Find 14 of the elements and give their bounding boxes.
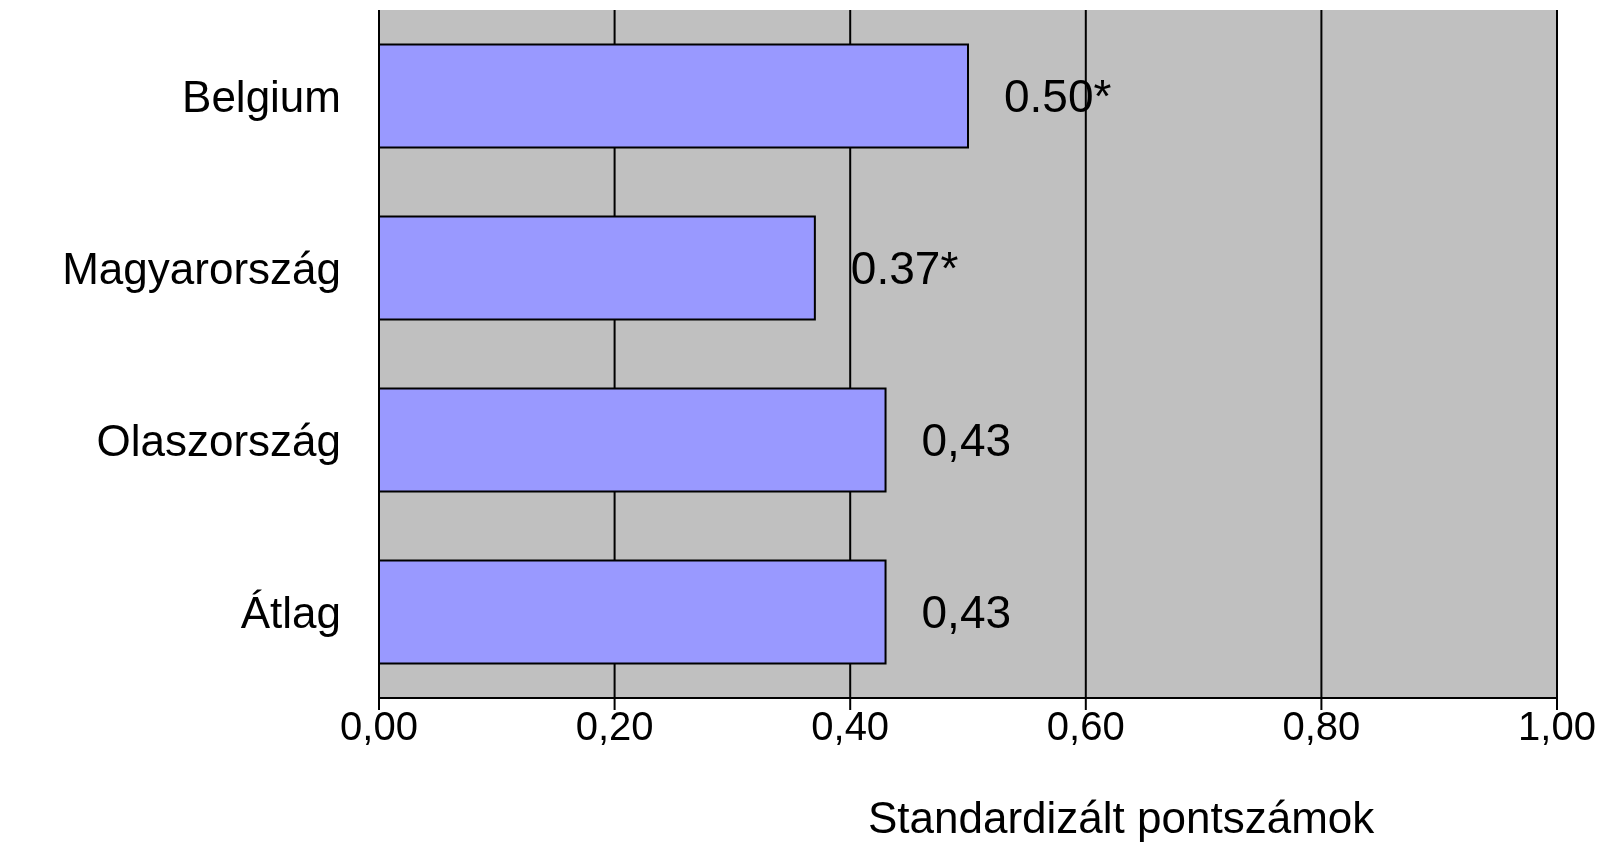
- y-tick-label: Magyarország: [62, 243, 341, 293]
- x-tick-label: 0,60: [1046, 704, 1125, 749]
- x-tick-label: 0,20: [575, 704, 654, 749]
- x-axis-title: Standardizált pontszámok: [868, 793, 1376, 842]
- x-tick-label: 0,40: [811, 704, 890, 749]
- y-tick-label: Olaszország: [96, 415, 341, 465]
- x-tick-label: 1,00: [1518, 704, 1596, 749]
- y-tick-label: Belgium: [182, 71, 341, 121]
- data-label: 0,43: [921, 413, 1012, 466]
- x-tick-label: 0,00: [340, 704, 418, 749]
- y-tick-label: Átlag: [240, 587, 341, 637]
- data-label: 0,43: [921, 585, 1012, 638]
- x-tick-label: 0,80: [1282, 704, 1361, 749]
- data-label: 0.37*: [850, 241, 959, 294]
